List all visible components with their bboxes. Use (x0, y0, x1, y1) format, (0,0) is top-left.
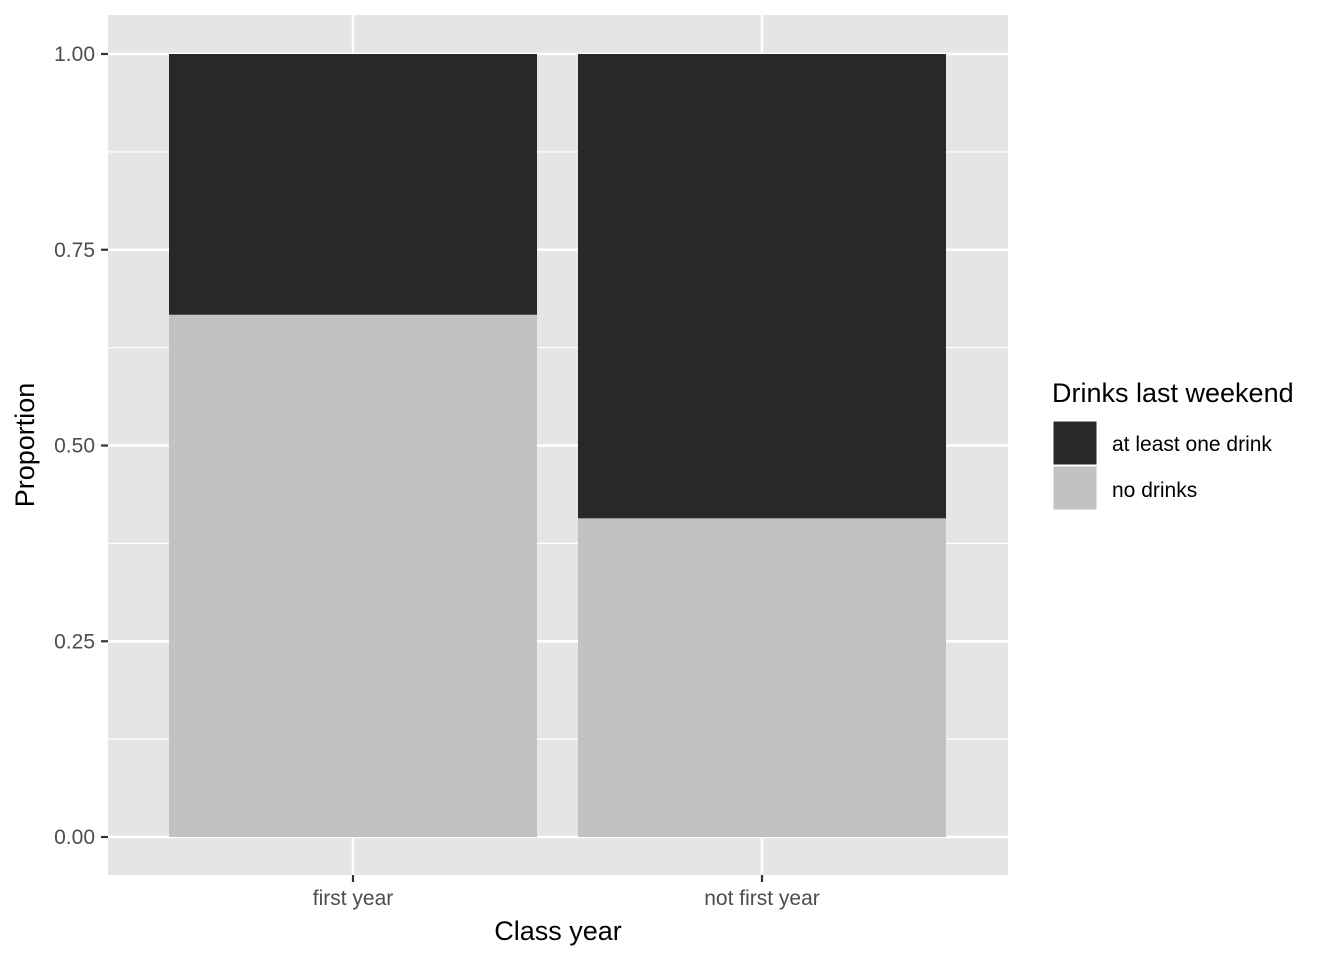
legend-label-at-least-one-drink: at least one drink (1112, 433, 1272, 456)
axes-layer: 0.00 0.25 0.50 0.75 1.00 first year not first … (54, 43, 820, 910)
legend-key-at-least-one-drink (1052, 420, 1098, 466)
x-axis-title: Class year (494, 916, 622, 946)
y-tick-label: 1.00 (54, 43, 95, 66)
x-tick-label: not first year (704, 887, 820, 910)
y-tick-label: 0.75 (54, 239, 95, 262)
y-tick-label: 0.00 (54, 826, 95, 849)
bar-at-least-one-drink-first-year (169, 54, 537, 315)
bar-at-least-one-drink-not-first-year (578, 54, 946, 519)
y-tick-label: 0.50 (54, 435, 95, 458)
y-axis-title: Proportion (10, 383, 40, 508)
legend-key-no-drinks (1052, 465, 1098, 511)
legend-label-no-drinks: no drinks (1112, 479, 1197, 502)
bar-no-drinks-not-first-year (578, 518, 946, 837)
bars-layer (169, 54, 946, 837)
x-tick-label: first year (313, 887, 394, 910)
bar-no-drinks-first-year (169, 314, 537, 837)
legend-title: Drinks last weekend (1052, 378, 1294, 408)
legend: Drinks last weekend at least one drink n… (1052, 378, 1294, 511)
y-tick-label: 0.25 (54, 630, 95, 653)
